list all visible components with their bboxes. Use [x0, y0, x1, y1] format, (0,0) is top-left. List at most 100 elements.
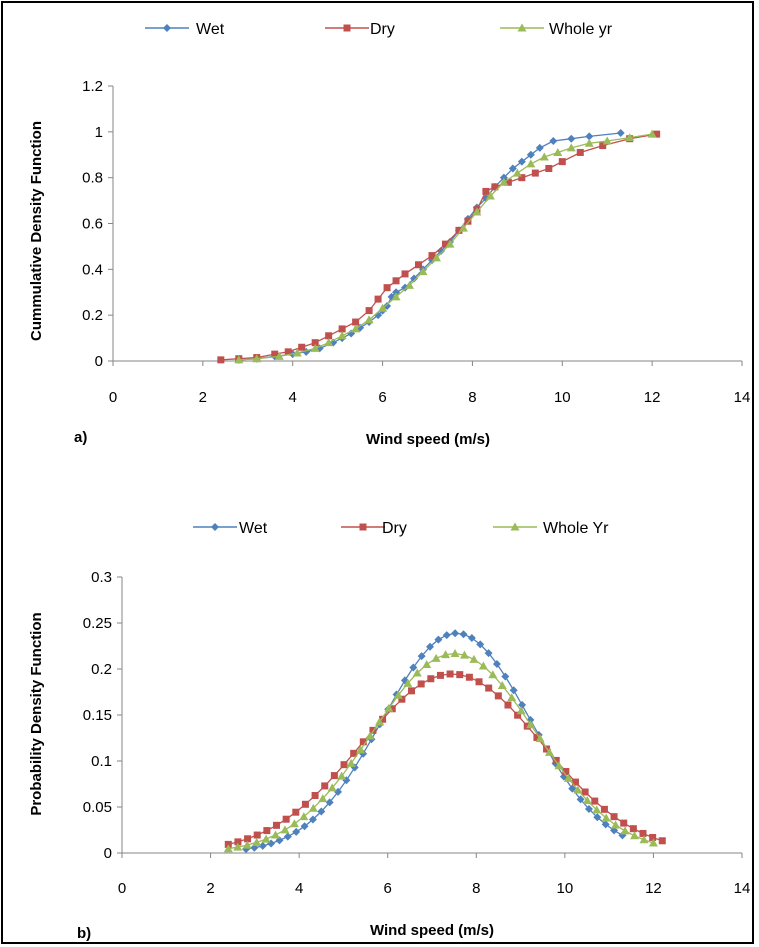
data-point	[467, 633, 476, 642]
legend-item-wet: Wet	[193, 520, 268, 537]
data-point	[494, 692, 502, 700]
data-point	[378, 303, 388, 312]
data-point	[554, 761, 564, 770]
data-point	[261, 834, 271, 843]
panel-b-pdf-chart: b) Wind speed (m/s) Probability Density …	[28, 520, 750, 942]
data-point	[649, 833, 657, 841]
x-tick-label: 8	[472, 880, 480, 897]
data-point	[535, 143, 544, 152]
y-tick-label: 0.6	[82, 216, 103, 233]
data-point	[391, 292, 401, 301]
data-point	[526, 159, 536, 168]
data-point	[422, 660, 432, 669]
data-point	[478, 661, 488, 670]
series-line	[238, 133, 653, 361]
data-point	[514, 711, 522, 719]
data-point	[620, 819, 628, 827]
data-point	[283, 832, 292, 841]
x-tick-label: 8	[468, 389, 476, 406]
panel-b-x-axis-title: Wind speed (m/s)	[370, 922, 494, 939]
data-point	[428, 252, 436, 260]
data-point	[648, 838, 658, 847]
data-point	[346, 758, 356, 767]
data-point	[566, 143, 576, 152]
data-point	[282, 815, 290, 823]
data-point	[401, 270, 409, 278]
x-tick-label: 10	[554, 389, 571, 406]
y-tick-label: 0.05	[83, 799, 112, 816]
data-point	[327, 783, 337, 792]
y-tick-label: 0.15	[83, 707, 112, 724]
data-point	[379, 715, 387, 723]
data-point	[289, 819, 299, 828]
data-point	[217, 356, 225, 364]
data-point	[292, 348, 302, 357]
y-tick-label: 0.4	[82, 261, 103, 278]
data-point	[408, 687, 416, 695]
data-point	[392, 277, 400, 285]
data-point	[526, 150, 535, 159]
series-dry	[217, 130, 661, 364]
x-tick-label: 0	[118, 880, 126, 897]
data-point	[446, 670, 454, 678]
data-point	[318, 794, 328, 803]
data-point	[504, 701, 512, 709]
data-point	[591, 797, 599, 805]
data-point	[658, 837, 666, 845]
data-point	[531, 169, 539, 177]
data-point	[616, 128, 625, 137]
data-point	[516, 706, 526, 715]
data-point	[284, 348, 292, 356]
data-point	[340, 761, 348, 769]
series-line	[228, 673, 663, 846]
data-point	[301, 800, 309, 808]
data-point	[417, 652, 426, 661]
data-point	[418, 267, 428, 276]
data-point	[629, 825, 637, 833]
legend-item-whole-yr: Whole Yr	[493, 520, 609, 537]
legend-label: Dry	[370, 21, 395, 38]
data-point	[472, 207, 482, 216]
data-point	[491, 183, 499, 191]
y-tick-label: 0	[95, 353, 103, 370]
data-point	[352, 318, 360, 326]
data-point	[625, 133, 635, 142]
data-point	[576, 795, 585, 804]
data-point	[552, 756, 560, 764]
data-point	[441, 650, 451, 659]
y-tick-label: 0.3	[91, 569, 112, 586]
data-point	[499, 177, 509, 186]
data-point	[412, 668, 422, 677]
legend-label: Dry	[382, 520, 407, 537]
data-point	[501, 672, 510, 681]
data-point	[576, 148, 584, 156]
panel-a-x-axis-title: Wind speed (m/s)	[366, 431, 490, 448]
data-point	[311, 792, 319, 800]
data-point	[601, 820, 610, 829]
data-point	[533, 733, 541, 741]
legend-label: Wet	[196, 21, 225, 38]
series-line	[228, 652, 654, 850]
legend-item-whole-yr: Whole yr	[500, 21, 613, 38]
series-wet	[234, 128, 625, 364]
x-tick-label: 12	[644, 389, 661, 406]
data-point	[398, 695, 406, 703]
data-point	[456, 671, 464, 679]
data-point	[384, 703, 394, 712]
data-point	[518, 700, 527, 709]
data-point	[507, 693, 517, 702]
legend-item-dry: Dry	[341, 520, 407, 537]
y-tick-label: 0.2	[82, 307, 103, 324]
y-tick-label: 0.8	[82, 170, 103, 187]
data-point	[383, 302, 392, 310]
data-point	[512, 168, 522, 177]
y-tick-label: 0	[104, 845, 112, 862]
data-point	[388, 705, 396, 713]
data-point	[374, 717, 384, 726]
x-tick-label: 4	[295, 880, 303, 897]
data-point	[582, 796, 592, 805]
data-point	[317, 807, 326, 816]
data-point	[441, 240, 449, 248]
legend-item-wet: Wet	[145, 21, 225, 38]
data-point	[504, 178, 512, 186]
